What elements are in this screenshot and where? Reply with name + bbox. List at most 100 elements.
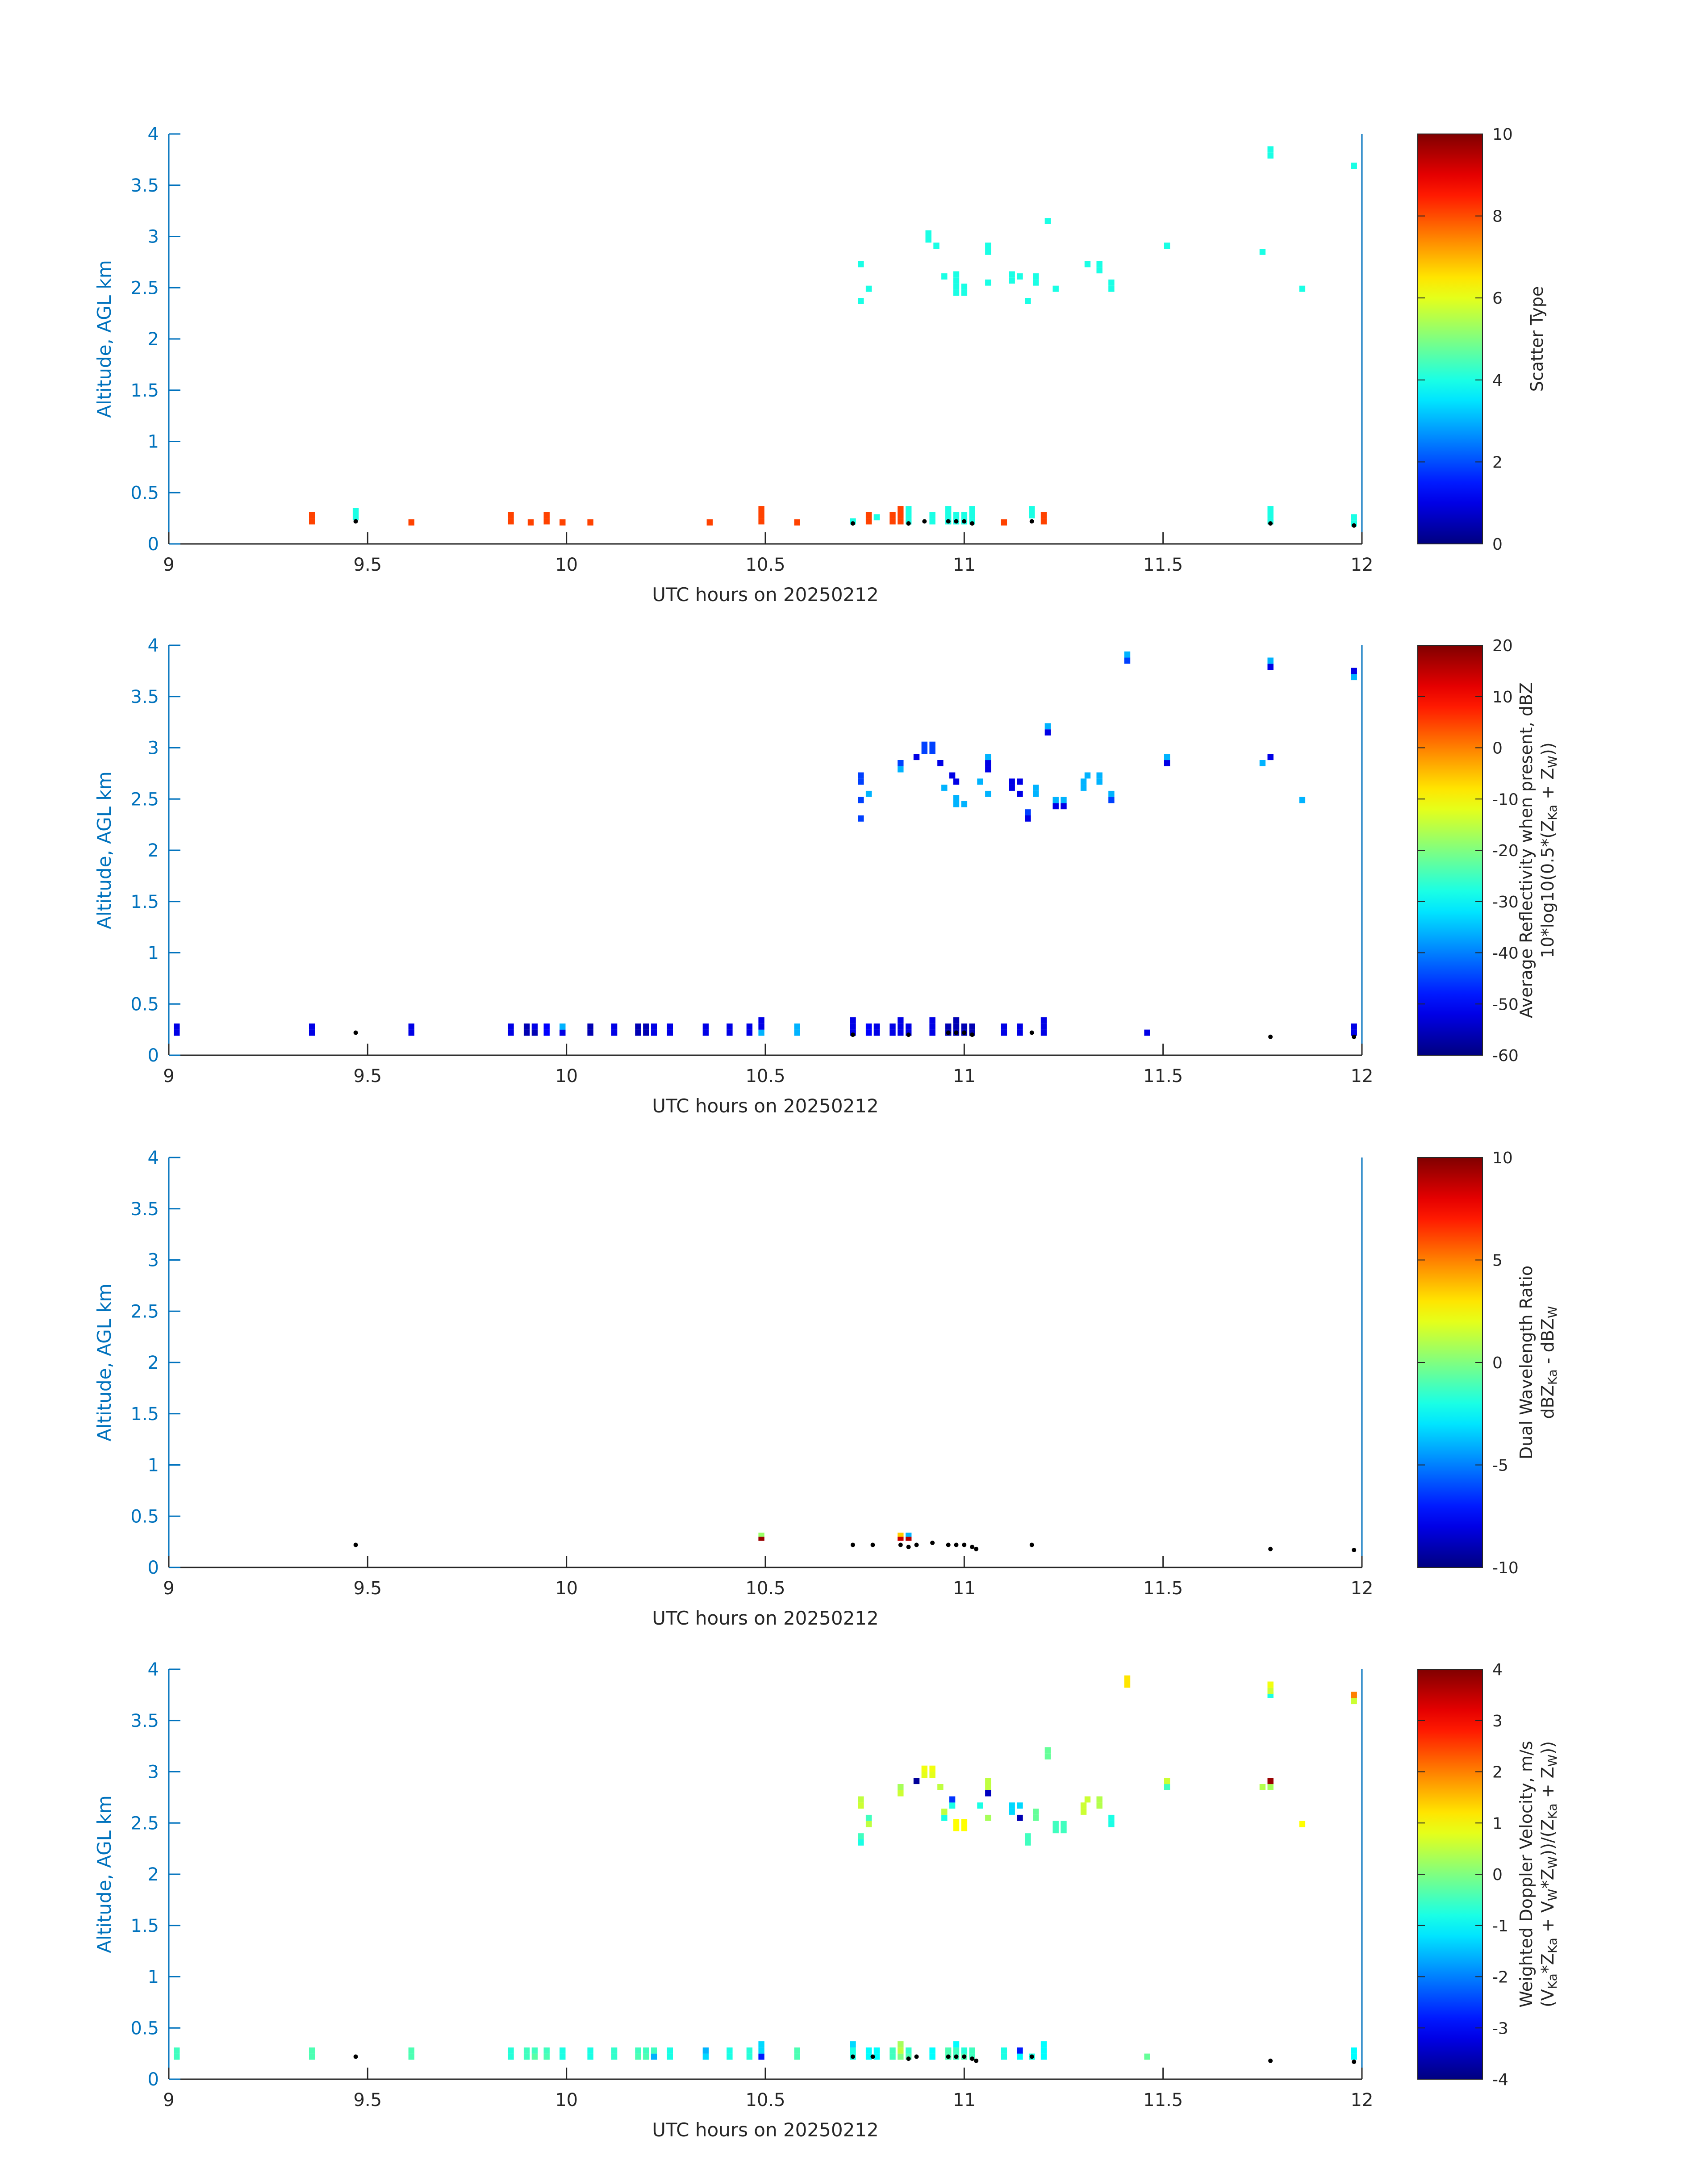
x-tick-label: 9.5 [354, 2090, 382, 2110]
data-cell [1124, 1675, 1131, 1682]
data-cell [1061, 1821, 1067, 1827]
data-cell [667, 1023, 673, 1030]
data-cell [794, 519, 800, 526]
data-cell [898, 1533, 904, 1537]
data-cell [508, 1023, 514, 1030]
data-cell [560, 2047, 566, 2054]
y-tick-label: 4 [148, 124, 159, 145]
data-cell [746, 2047, 753, 2054]
data-cell [560, 2053, 566, 2060]
data-cell [850, 2041, 856, 2047]
data-cell [1040, 518, 1047, 525]
data-cell [508, 2047, 514, 2054]
data-cell [953, 778, 960, 785]
data-cell [1267, 664, 1274, 670]
colorbar-gradient [1417, 1157, 1483, 1568]
data-cell [898, 1029, 904, 1036]
data-cell [913, 1778, 920, 1784]
y-tick-label: 0 [148, 2069, 159, 2090]
data-cell [1025, 809, 1031, 815]
colorbar-tick-label: 0 [1492, 1866, 1503, 1884]
data-cell [1080, 785, 1087, 791]
data-cell [985, 1784, 991, 1790]
data-cell [1259, 249, 1266, 255]
data-cell [865, 2053, 872, 2060]
data-cell [587, 1023, 593, 1030]
data-cell [858, 797, 864, 803]
data-cell [1061, 803, 1067, 810]
data-cell [898, 1790, 904, 1797]
data-cell [1267, 1784, 1274, 1790]
data-cell [921, 741, 927, 748]
colorbar-gradient [1417, 645, 1483, 1056]
data-cell [873, 1023, 880, 1030]
data-cell [758, 518, 764, 525]
data-cell [523, 2047, 530, 2054]
colorbar-tick-label: 2 [1492, 1763, 1503, 1782]
marker-point [970, 1545, 975, 1550]
colorbar-label-line: dBZKa - dBZW [1538, 1306, 1560, 1419]
data-cell [746, 1023, 753, 1030]
data-cell [898, 518, 904, 525]
data-cell [1009, 778, 1015, 785]
data-cell [702, 1023, 709, 1030]
data-cell [969, 2047, 975, 2054]
data-cell [635, 2053, 641, 2060]
y-tick-label: 0.5 [130, 994, 159, 1015]
data-cell [1017, 2053, 1023, 2060]
data-cell [1025, 1839, 1031, 1846]
marker-point [962, 1542, 967, 1547]
data-cell [1009, 271, 1015, 278]
data-cell [1017, 778, 1023, 785]
data-cell [1017, 1023, 1023, 1030]
data-cell [1009, 785, 1015, 791]
x-tick-label: 10.5 [745, 2090, 785, 2110]
data-cell [921, 1772, 927, 1778]
y-tick-label: 3.5 [130, 687, 159, 707]
data-cell [858, 778, 864, 785]
data-cell [921, 1765, 927, 1772]
marker-point [946, 519, 951, 524]
data-cell [858, 1833, 864, 1839]
data-cell [921, 748, 927, 754]
data-cell [560, 1029, 566, 1036]
data-cell [898, 1537, 904, 1541]
data-cell [651, 2047, 657, 2054]
data-cell [953, 1819, 960, 1825]
data-cell [858, 261, 864, 267]
data-cell [611, 2047, 618, 2054]
data-cell [702, 2047, 709, 2054]
data-cell [531, 1023, 538, 1030]
data-cell [858, 815, 864, 822]
marker-point [930, 1540, 935, 1545]
data-cell [1351, 674, 1357, 681]
x-tick-label: 12 [1351, 2090, 1374, 2110]
marker-point [1352, 523, 1357, 528]
data-cell [865, 518, 872, 525]
y-tick-label: 2.5 [130, 1301, 159, 1322]
y-tick-label: 0.5 [130, 483, 159, 503]
colorbar-label-line: Weighted Doppler Velocity, m/s [1516, 1741, 1536, 2007]
y-tick-label: 3 [148, 227, 159, 247]
y-tick-label: 0.5 [130, 1506, 159, 1527]
data-cell [1351, 2053, 1357, 2060]
markers [353, 2054, 1357, 2064]
colorbar-tick-label: -2 [1492, 1968, 1508, 1987]
data-cell [889, 2047, 896, 2054]
marker-point [906, 1545, 911, 1550]
data-cell [611, 2053, 618, 2060]
marker-point [914, 2054, 919, 2059]
y-tick-label: 2 [148, 840, 159, 861]
data-cell [929, 1029, 935, 1036]
data-cell [929, 741, 935, 748]
marker-point [850, 521, 855, 526]
data-cell [953, 2047, 960, 2054]
data-cell [408, 1029, 414, 1036]
data-cell [969, 506, 975, 512]
data-cell [985, 760, 991, 766]
data-cell [1108, 797, 1115, 803]
marker-point [954, 1030, 959, 1035]
data-cell [352, 514, 359, 521]
marker-point [970, 1032, 975, 1037]
data-cell [702, 1029, 709, 1036]
